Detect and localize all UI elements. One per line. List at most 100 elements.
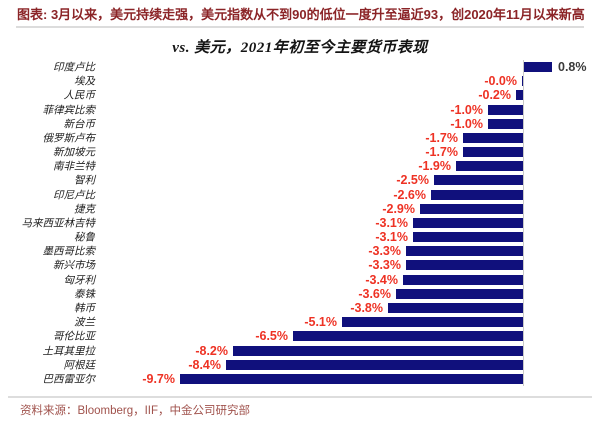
category-label: 墨西哥比索 xyxy=(42,246,96,258)
value-label: -3.6% xyxy=(358,286,391,301)
bar xyxy=(420,203,523,214)
value-label: -3.3% xyxy=(368,244,401,259)
category-label: 哥伦比亚 xyxy=(53,331,95,343)
bar xyxy=(431,189,523,200)
chart-row: 智利 -2.5% xyxy=(0,173,600,187)
category-label: 新加坡元 xyxy=(53,147,95,159)
bar xyxy=(406,246,523,257)
chart-row: 匈牙利 -3.4% xyxy=(0,273,600,287)
value-label: -5.1% xyxy=(304,315,337,330)
category-label: 人民币 xyxy=(63,90,96,102)
bar xyxy=(463,132,523,143)
category-label: 阿根廷 xyxy=(63,360,96,372)
source-note: 资料来源：Bloomberg，IIF，中金公司研究部 xyxy=(20,405,251,417)
value-label: -9.7% xyxy=(142,371,175,386)
value-label: -2.5% xyxy=(396,173,429,188)
bar xyxy=(516,90,523,101)
value-label: -2.6% xyxy=(393,187,426,202)
chart-row: 新兴市场 -3.3% xyxy=(0,258,600,272)
value-label: -1.0% xyxy=(450,116,483,131)
category-label: 马来西亚林吉特 xyxy=(21,218,96,230)
chart-row: 新台币 -1.0% xyxy=(0,117,600,131)
value-label: -3.8% xyxy=(350,301,383,315)
bar xyxy=(403,274,523,285)
chart-row: 捷克 -2.9% xyxy=(0,202,600,216)
category-label: 南非兰特 xyxy=(53,161,95,173)
category-label: 波兰 xyxy=(74,317,95,329)
value-label: -3.3% xyxy=(368,258,401,273)
bar xyxy=(413,232,523,243)
bar xyxy=(413,217,523,228)
category-label: 秘鲁 xyxy=(74,232,95,244)
category-label: 捷克 xyxy=(74,204,95,216)
value-label: -1.7% xyxy=(425,145,458,160)
value-label: -8.4% xyxy=(188,357,221,372)
bar xyxy=(396,288,523,299)
bar xyxy=(388,303,523,313)
chart-row: 印度卢比 0.8% xyxy=(0,60,600,74)
value-label: 0.8% xyxy=(558,60,587,75)
category-label: 新兴市场 xyxy=(53,260,95,272)
bar xyxy=(434,175,523,186)
chart-row: 菲律宾比索 -1.0% xyxy=(0,103,600,117)
category-label: 智利 xyxy=(74,175,95,187)
value-label: -3.4% xyxy=(365,272,398,287)
bar xyxy=(293,331,523,342)
chart-row: 秘鲁 -3.1% xyxy=(0,230,600,244)
chart-row: 埃及 -0.0% xyxy=(0,74,600,88)
category-label: 埃及 xyxy=(74,76,95,88)
bar xyxy=(233,345,523,356)
headline-divider xyxy=(16,26,584,28)
bar xyxy=(463,147,523,158)
bar xyxy=(456,161,523,172)
currency-bar-chart: 印度卢比 0.8% 埃及 -0.0% 人民币 -0.2% 菲律宾比索 -1.0% 新台币 -1.0… xyxy=(0,60,600,386)
chart-row: 印尼卢比 -2.6% xyxy=(0,188,600,202)
category-label: 印尼卢比 xyxy=(53,190,95,202)
category-label: 巴西雷亚尔 xyxy=(42,374,96,386)
category-label: 菲律宾比索 xyxy=(42,105,96,117)
value-label: -6.5% xyxy=(255,329,288,344)
chart-row: 南非兰特 -1.9% xyxy=(0,159,600,173)
value-label: -1.7% xyxy=(425,130,458,145)
chart-row: 新加坡元 -1.7% xyxy=(0,145,600,159)
chart-row: 人民币 -0.2% xyxy=(0,88,600,102)
chart-row: 墨西哥比索 -3.3% xyxy=(0,244,600,258)
value-label: -8.2% xyxy=(195,343,228,358)
bar xyxy=(522,76,523,87)
chart-title: vs. 美元，2021年初至今主要货币表现 xyxy=(172,40,428,56)
category-label: 俄罗斯卢布 xyxy=(42,133,96,145)
chart-row: 波兰 -5.1% xyxy=(0,315,600,329)
value-label: -3.1% xyxy=(375,215,408,230)
value-label: -0.2% xyxy=(478,88,511,103)
chart-row: 泰铢 -3.6% xyxy=(0,287,600,301)
chart-row: 俄罗斯卢布 -1.7% xyxy=(0,131,600,145)
chart-row: 阿根廷 -8.4% xyxy=(0,358,600,372)
chart-row: 巴西雷亚尔 -9.7% xyxy=(0,372,600,386)
category-label: 印度卢比 xyxy=(53,62,95,74)
footer-divider xyxy=(8,396,592,398)
value-label: -0.0% xyxy=(484,74,517,89)
chart-row: 土耳其里拉 -8.2% xyxy=(0,343,600,358)
chart-row: 马来西亚林吉特 -3.1% xyxy=(0,216,600,230)
chart-row: 哥伦比亚 -6.5% xyxy=(0,329,600,343)
category-label: 韩币 xyxy=(74,303,95,315)
category-label: 土耳其里拉 xyxy=(42,346,96,358)
value-label: -1.0% xyxy=(450,102,483,117)
bar xyxy=(226,359,523,370)
category-label: 匈牙利 xyxy=(63,275,96,287)
bar xyxy=(180,373,523,384)
bar xyxy=(406,260,523,271)
zero-axis-line xyxy=(523,60,524,386)
chart-row: 韩币 -3.8% xyxy=(0,301,600,315)
category-label: 新台币 xyxy=(63,119,96,131)
bar xyxy=(342,317,523,328)
figure-headline: 图表: 3月以来，美元持续走强，美元指数从不到90的低位一度升至逼近93，创20… xyxy=(17,7,585,22)
bar xyxy=(488,104,523,115)
value-label: -1.9% xyxy=(418,159,451,174)
value-label: -2.9% xyxy=(382,201,415,216)
value-label: -3.1% xyxy=(375,230,408,245)
bar xyxy=(488,118,523,129)
category-label: 泰铢 xyxy=(74,289,95,301)
bar xyxy=(524,62,552,73)
